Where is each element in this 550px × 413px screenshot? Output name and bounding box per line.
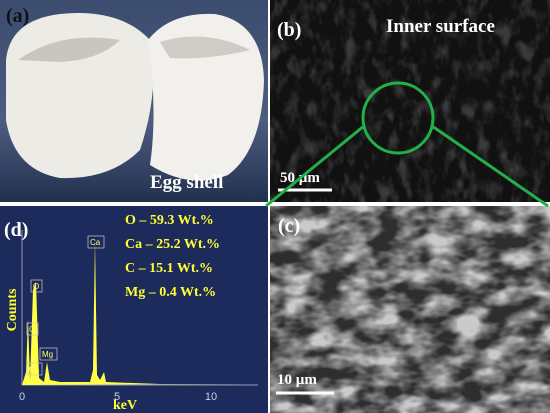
panel-label: (a) — [6, 5, 29, 27]
peak-box — [26, 362, 43, 376]
panel-a: (a) Egg shell — [0, 0, 268, 202]
peak-label: Mg — [42, 350, 53, 359]
peak-label: Ca — [29, 365, 40, 374]
panel-label: (c) — [278, 215, 300, 237]
y-axis-label: Counts — [5, 288, 20, 331]
zoom-circle — [361, 81, 435, 155]
x-tick-label: 5 — [114, 391, 120, 403]
caption: Inner surface — [386, 16, 495, 37]
x-axis-label: keV — [113, 398, 137, 413]
peak-box — [39, 347, 58, 361]
eggshell-left — [6, 13, 154, 179]
x-tick-label: 0 — [19, 391, 25, 403]
sem-texture — [270, 206, 550, 413]
peak-box — [87, 235, 105, 249]
panel-c: (c) 10 µm — [270, 206, 550, 413]
panel-label: (b) — [277, 19, 301, 41]
peak-box — [30, 279, 43, 293]
eggshell-inner — [160, 36, 250, 59]
composition: C – 15.1 Wt.% — [125, 261, 213, 276]
composition: Mg – 0.4 Wt.% — [125, 285, 216, 300]
composition: O – 59.3 Wt.% — [125, 213, 214, 228]
zoom-line — [431, 124, 549, 208]
x-tick-label: 10 — [205, 391, 217, 403]
panel-d: Ca O C Mg Ca 0 5 10 keV Counts (d) O – 5… — [0, 206, 268, 413]
peak-label: O — [33, 282, 39, 291]
panel-label: (d) — [4, 219, 28, 241]
composition: Ca – 25.2 Wt.% — [125, 237, 220, 252]
peak-box — [26, 322, 39, 336]
peak-label: C — [29, 325, 35, 334]
eggshell-inner — [18, 37, 120, 62]
scale-label: 10 µm — [277, 372, 317, 388]
sem-texture — [270, 0, 550, 202]
peak-label: Ca — [90, 238, 101, 247]
panel-b: (b) Inner surface 50 µm — [270, 0, 550, 202]
caption: Egg shell — [150, 172, 223, 193]
zoom-line — [265, 124, 365, 208]
